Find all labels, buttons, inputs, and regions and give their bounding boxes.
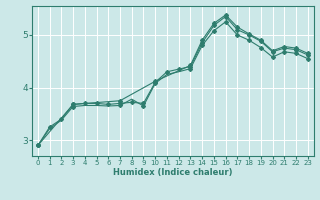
- X-axis label: Humidex (Indice chaleur): Humidex (Indice chaleur): [113, 168, 233, 177]
